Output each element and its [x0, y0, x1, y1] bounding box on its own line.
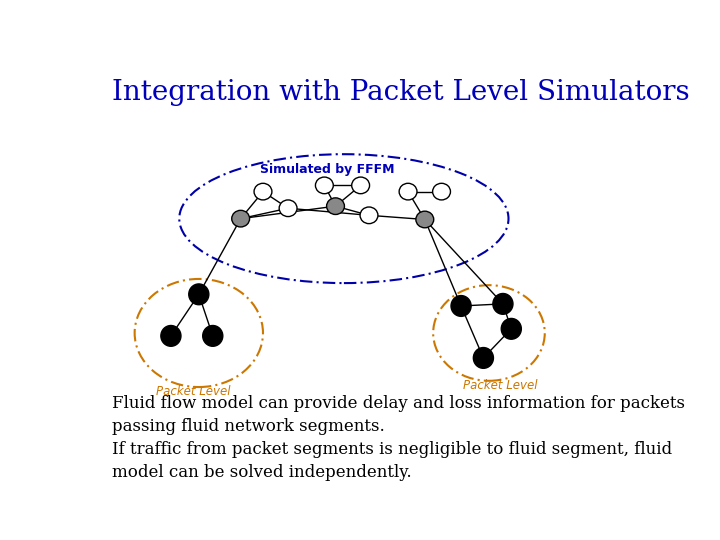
Ellipse shape	[433, 183, 451, 200]
Text: Integration with Packet Level Simulators: Integration with Packet Level Simulators	[112, 79, 690, 106]
Ellipse shape	[493, 293, 513, 314]
Ellipse shape	[254, 183, 272, 200]
Ellipse shape	[232, 211, 250, 227]
Text: passing fluid network segments.: passing fluid network segments.	[112, 418, 385, 435]
Ellipse shape	[399, 183, 417, 200]
Ellipse shape	[315, 177, 333, 194]
Ellipse shape	[416, 211, 433, 228]
Ellipse shape	[473, 348, 493, 368]
Ellipse shape	[189, 284, 209, 305]
Text: If traffic from packet segments is negligible to fluid segment, fluid: If traffic from packet segments is negli…	[112, 441, 672, 458]
Text: Packet Level: Packet Level	[156, 385, 230, 398]
Ellipse shape	[501, 319, 521, 339]
Ellipse shape	[360, 207, 378, 224]
Text: model can be solved independently.: model can be solved independently.	[112, 464, 412, 481]
Ellipse shape	[351, 177, 369, 194]
Text: Packet Level: Packet Level	[463, 379, 537, 392]
Ellipse shape	[279, 200, 297, 217]
Text: Fluid flow model can provide delay and loss information for packets: Fluid flow model can provide delay and l…	[112, 395, 685, 413]
Text: Simulated by FFFM: Simulated by FFFM	[260, 163, 395, 176]
Ellipse shape	[451, 295, 471, 316]
Ellipse shape	[203, 326, 222, 346]
Ellipse shape	[161, 326, 181, 346]
Ellipse shape	[327, 198, 344, 214]
